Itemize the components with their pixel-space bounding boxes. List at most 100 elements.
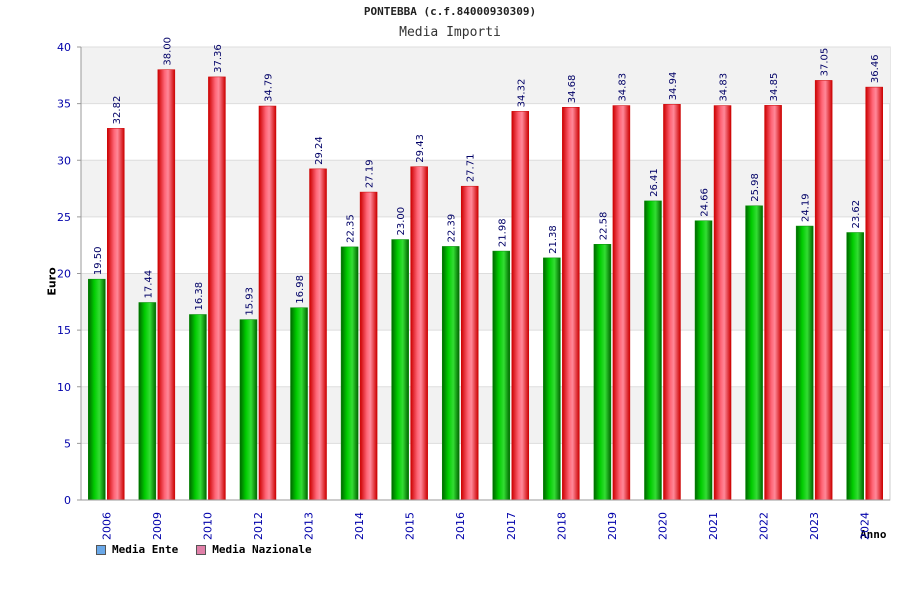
- legend-item-media-nazionale: Media Nazionale: [196, 543, 312, 556]
- x-tick-label: 2006: [100, 512, 113, 540]
- bar-media-ente: [138, 302, 157, 501]
- data-label-media-ente: 22.35: [346, 214, 357, 243]
- bar-media-ente: [745, 205, 763, 501]
- y-tick-label: 40: [57, 41, 71, 54]
- bar-media-nazionale: [865, 86, 883, 501]
- data-label-media-ente: 24.66: [700, 188, 711, 217]
- x-tick-label: 2015: [404, 512, 417, 540]
- data-label-media-ente: 21.38: [548, 225, 559, 254]
- data-label-media-nazionale: 27.71: [466, 154, 477, 183]
- data-label-media-nazionale: 34.85: [769, 73, 780, 102]
- chart-subtitle: Media Importi: [399, 25, 501, 40]
- data-label-media-nazionale: 34.79: [263, 73, 274, 102]
- data-label-media-ente: 16.98: [295, 275, 306, 304]
- chart-title: PONTEBBA (c.f.84000930309): [363, 5, 537, 18]
- y-tick-label: 35: [57, 98, 71, 111]
- data-label-media-nazionale: 34.68: [567, 75, 578, 104]
- data-label-media-ente: 22.58: [598, 212, 609, 241]
- data-label-media-nazionale: 34.94: [668, 72, 679, 101]
- y-tick-label: 20: [57, 268, 71, 281]
- legend-swatch-media-ente: [96, 544, 106, 555]
- data-label-media-nazionale: 36.46: [870, 54, 881, 83]
- x-tick-label: 2022: [758, 512, 771, 540]
- x-tick-label: 2010: [201, 512, 214, 540]
- bar-media-nazionale: [157, 69, 176, 501]
- bar-media-nazionale: [309, 168, 327, 501]
- bar-media-ente: [492, 250, 511, 501]
- bar-media-nazionale: [107, 128, 125, 501]
- data-label-media-ente: 16.38: [194, 282, 205, 311]
- bar-media-nazionale: [764, 105, 782, 501]
- y-tick-label: 0: [64, 494, 71, 507]
- x-tick-label: 2013: [303, 512, 316, 540]
- data-label-media-nazionale: 29.24: [314, 136, 325, 165]
- y-tick-label: 30: [57, 154, 71, 167]
- data-label-media-nazionale: 37.36: [213, 44, 224, 73]
- legend-label-media-nazionale: Media Nazionale: [212, 543, 312, 556]
- data-label-media-nazionale: 29.43: [415, 134, 426, 163]
- data-label-media-ente: 15.93: [244, 287, 255, 316]
- x-tick-label: 2009: [151, 512, 164, 540]
- bar-media-ente: [189, 314, 207, 501]
- bar-media-nazionale: [258, 105, 277, 501]
- x-axis-label: Anno: [860, 528, 887, 541]
- data-label-media-nazionale: 37.05: [820, 48, 831, 77]
- bar-media-ente: [644, 200, 662, 501]
- x-tick-label: 2024: [859, 512, 872, 540]
- bar-media-ente: [694, 220, 713, 501]
- y-tick-label: 15: [57, 324, 71, 337]
- bar-media-nazionale: [460, 185, 479, 501]
- data-label-media-nazionale: 34.83: [617, 73, 628, 102]
- data-label-media-nazionale: 27.19: [365, 159, 376, 188]
- bar-media-ente: [239, 319, 258, 501]
- x-tick-label: 2020: [656, 512, 669, 540]
- x-tick-label: 2012: [252, 512, 265, 540]
- data-label-media-ente: 25.98: [750, 173, 761, 202]
- bar-media-ente: [340, 246, 359, 501]
- bar-media-ente: [88, 278, 106, 501]
- data-label-media-nazionale: 38.00: [162, 37, 173, 66]
- bar-media-ente: [593, 244, 612, 501]
- bar-media-nazionale: [814, 80, 833, 501]
- data-label-media-ente: 22.39: [447, 214, 458, 243]
- bar-media-nazionale: [562, 106, 580, 501]
- data-label-media-ente: 21.98: [497, 218, 508, 247]
- bar-media-ente: [543, 257, 561, 501]
- x-tick-label: 2019: [606, 512, 619, 540]
- x-tick-label: 2021: [707, 512, 720, 540]
- data-label-media-nazionale: 34.32: [516, 79, 527, 108]
- legend-item-media-ente: Media Ente: [96, 543, 178, 556]
- bar-media-ente: [795, 225, 814, 501]
- bar-media-ente: [290, 307, 308, 501]
- data-label-media-ente: 26.41: [649, 168, 660, 197]
- bar-media-ente: [846, 232, 864, 501]
- bar-media-nazionale: [410, 166, 428, 501]
- legend: Media Ente Media Nazionale: [96, 543, 312, 556]
- y-tick-label: 5: [64, 437, 71, 450]
- data-label-media-ente: 19.50: [93, 247, 104, 276]
- x-tick-label: 2023: [808, 512, 821, 540]
- bar-media-nazionale: [208, 76, 226, 501]
- y-tick-label: 25: [57, 211, 71, 224]
- bar-media-ente: [391, 239, 409, 501]
- data-label-media-nazionale: 34.83: [719, 73, 730, 102]
- x-tick-label: 2018: [555, 512, 568, 540]
- data-label-media-ente: 23.00: [396, 207, 407, 236]
- bar-media-nazionale: [612, 105, 631, 501]
- x-tick-label: 2014: [353, 512, 366, 540]
- bar-media-ente: [441, 246, 460, 501]
- bar-media-nazionale: [713, 105, 732, 501]
- data-label-media-nazionale: 32.82: [112, 96, 123, 125]
- data-label-media-ente: 24.19: [801, 193, 812, 222]
- data-label-media-ente: 17.44: [143, 270, 154, 299]
- x-tick-label: 2017: [505, 512, 518, 540]
- bar-media-nazionale: [663, 104, 681, 501]
- legend-swatch-media-nazionale: [196, 544, 207, 555]
- bar-media-nazionale: [511, 111, 530, 501]
- x-tick-label: 2016: [454, 512, 467, 540]
- data-label-media-ente: 23.62: [851, 200, 862, 229]
- bar-media-nazionale: [359, 191, 378, 501]
- legend-label-media-ente: Media Ente: [112, 543, 179, 556]
